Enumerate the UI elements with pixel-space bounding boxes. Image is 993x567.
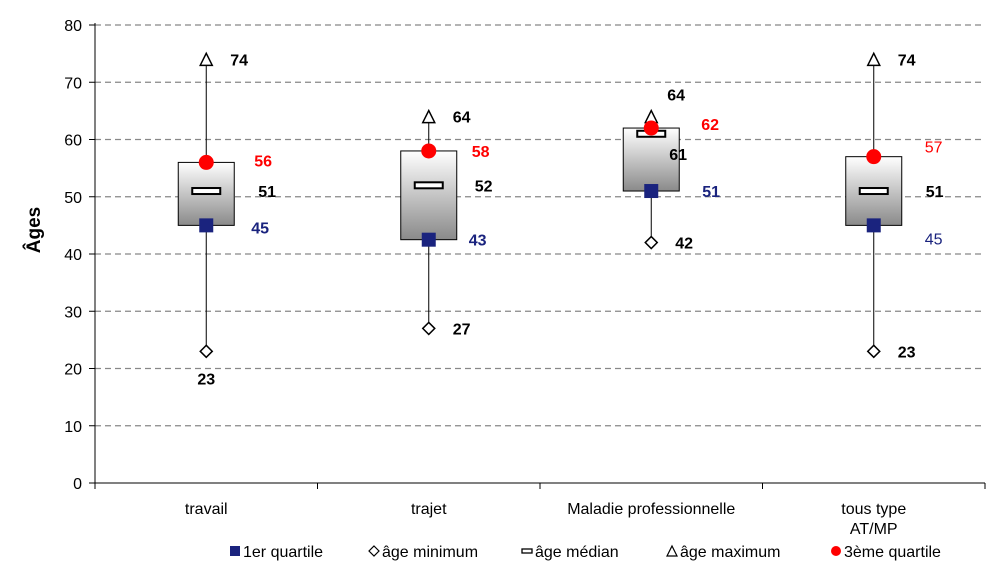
max-label: 64	[667, 88, 685, 105]
median-label: 51	[258, 184, 276, 201]
q3-marker	[421, 143, 437, 159]
axes: 0 10 20 30 40 50 60 70 80 travail trajet Maladie pr…	[64, 18, 986, 538]
max-label: 64	[453, 110, 471, 127]
min-marker	[199, 344, 214, 359]
legend-min-symbol	[368, 545, 380, 557]
max-marker	[421, 108, 436, 124]
legend-label: âge maximum	[680, 544, 780, 561]
x-category-label: Maladie professionnelle	[567, 501, 735, 518]
median-label: 51	[926, 184, 944, 201]
q1-marker	[421, 232, 436, 247]
y-tick-label: 60	[64, 133, 82, 150]
y-tick-label: 40	[64, 247, 82, 264]
median-label: 61	[669, 147, 687, 164]
y-axis-title: Âges	[23, 207, 45, 253]
y-tick-label: 0	[73, 476, 82, 493]
legend-max-symbol	[666, 544, 678, 557]
q3-label: 57	[925, 140, 943, 157]
legend-label: 1er quartile	[243, 544, 323, 561]
q1-label: 45	[251, 220, 269, 237]
iqr-box	[400, 150, 458, 241]
q3-label: 56	[254, 153, 272, 170]
min-marker	[644, 235, 659, 250]
min-label: 27	[453, 321, 471, 338]
median-marker	[191, 187, 222, 196]
max-label: 74	[898, 52, 916, 69]
q3-label: 58	[472, 144, 490, 161]
legend-label: âge minimum	[382, 544, 478, 561]
gridlines	[95, 24, 985, 427]
plot-area	[177, 51, 903, 359]
min-label: 23	[197, 371, 215, 388]
min-label: 42	[675, 236, 693, 253]
q1-marker	[644, 184, 659, 199]
min-label: 23	[898, 344, 916, 361]
min-marker	[866, 344, 881, 359]
data-labels: 23 74 51 45 56 27 64 52 43 58 42 64 61 51 62 23 74 51 45 57	[197, 52, 943, 388]
min-marker	[421, 321, 436, 336]
legend-q3-symbol	[831, 546, 841, 556]
q1-label: 45	[925, 231, 943, 248]
median-marker	[858, 187, 889, 196]
q1-label: 43	[469, 233, 487, 250]
y-tick-label: 70	[64, 75, 82, 92]
legend-label: 3ème quartile	[844, 544, 941, 561]
legend: 1er quartile âge minimum âge médian âge max…	[230, 544, 941, 561]
y-tick-label: 80	[64, 18, 82, 35]
y-tick-label: 50	[64, 190, 82, 207]
median-marker	[413, 181, 444, 190]
legend-median-symbol	[521, 548, 533, 554]
max-marker	[866, 51, 881, 67]
max-label: 74	[230, 52, 248, 69]
q1-label: 51	[702, 184, 720, 201]
y-tick-label: 10	[64, 419, 82, 436]
q3-marker	[643, 120, 659, 136]
legend-label: âge médian	[535, 544, 619, 561]
legend-q1-symbol	[230, 546, 240, 556]
y-tick-label: 20	[64, 362, 82, 379]
q3-marker	[198, 154, 214, 170]
x-category-label: AT/MP	[850, 521, 898, 538]
q1-marker	[866, 218, 881, 233]
median-label: 52	[475, 178, 493, 195]
q3-marker	[866, 149, 882, 165]
x-category-label: tous type	[841, 501, 906, 518]
y-tick-label: 30	[64, 304, 82, 321]
q3-label: 62	[701, 117, 719, 134]
q1-marker	[199, 218, 214, 233]
x-category-label: trajet	[411, 501, 447, 518]
x-category-label: travail	[185, 501, 228, 518]
max-marker	[199, 51, 214, 67]
